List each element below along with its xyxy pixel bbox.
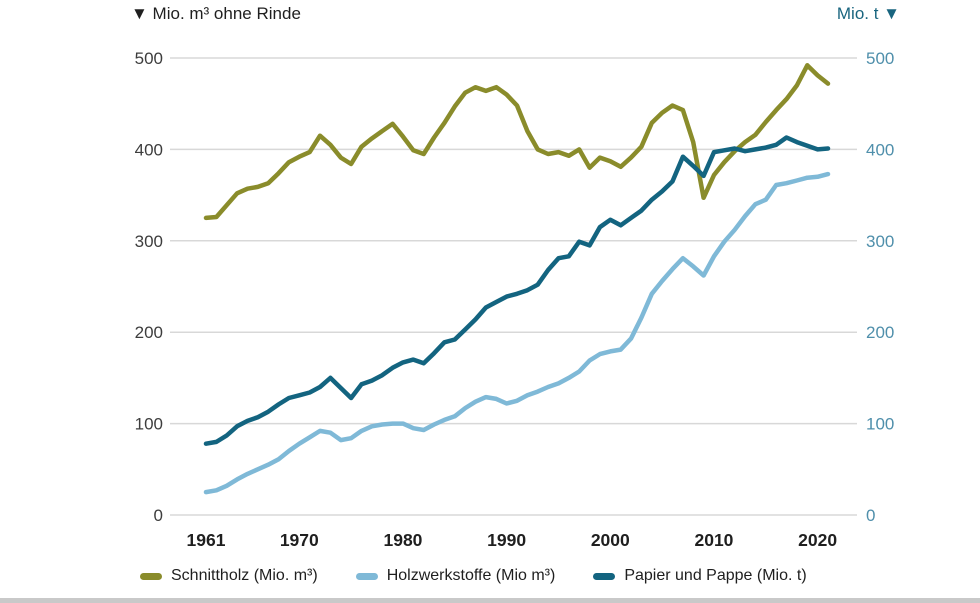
- svg-text:500: 500: [135, 49, 163, 68]
- svg-text:0: 0: [866, 506, 875, 525]
- svg-text:400: 400: [866, 140, 894, 159]
- svg-text:500: 500: [866, 49, 894, 68]
- legend-label-papier: Papier und Pappe (Mio. t): [624, 567, 807, 584]
- svg-text:1980: 1980: [383, 530, 422, 550]
- legend-label-holzwerkstoffe: Holzwerkstoffe (Mio m³): [386, 567, 556, 584]
- svg-text:2000: 2000: [591, 530, 630, 550]
- legend-item-schnittholz: Schnittholz (Mio. m³): [140, 567, 318, 585]
- legend-item-papier: Papier und Pappe (Mio. t): [593, 567, 807, 585]
- right-axis-title: Mio. t ▼: [836, 4, 900, 23]
- svg-text:1970: 1970: [280, 530, 319, 550]
- legend-label-schnittholz: Schnittholz (Mio. m³): [171, 567, 318, 584]
- svg-text:400: 400: [135, 140, 163, 159]
- papier-line-marker-icon: [593, 572, 616, 580]
- chart-legend: Schnittholz (Mio. m³) Holzwerkstoffe (Mi…: [140, 567, 807, 585]
- svg-text:2020: 2020: [798, 530, 837, 550]
- window-bottom-edge: [0, 598, 980, 603]
- svg-text:0: 0: [154, 506, 163, 525]
- holzwerkstoffe-line-marker-icon: [355, 572, 378, 580]
- svg-text:100: 100: [866, 415, 894, 434]
- svg-text:300: 300: [866, 232, 894, 251]
- svg-text:1961: 1961: [187, 530, 226, 550]
- svg-text:2010: 2010: [694, 530, 733, 550]
- svg-text:200: 200: [866, 323, 894, 342]
- legend-item-holzwerkstoffe: Holzwerkstoffe (Mio m³): [355, 567, 556, 585]
- left-axis-title: ▼ Mio. m³ ohne Rinde: [131, 4, 301, 23]
- svg-text:1990: 1990: [487, 530, 526, 550]
- svg-text:100: 100: [135, 415, 163, 434]
- schnittholz-line-marker-icon: [140, 572, 162, 580]
- svg-text:200: 200: [135, 323, 163, 342]
- svg-text:300: 300: [135, 232, 163, 251]
